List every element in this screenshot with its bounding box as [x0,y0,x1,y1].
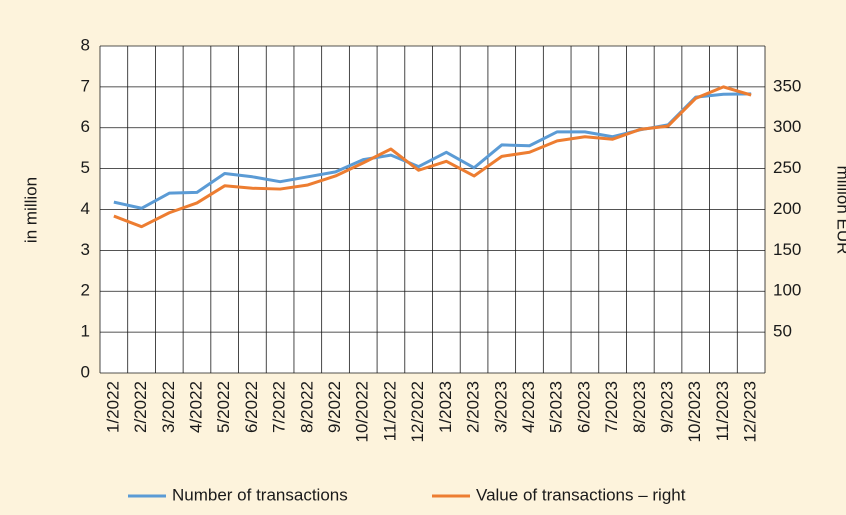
x-tick-label: 5/2022 [214,381,233,433]
x-tick-label: 3/2022 [159,381,178,433]
y-tick-label: 6 [81,117,90,136]
y-tick-label: 4 [81,199,90,218]
series-line [113,85,752,229]
y2-tick-label: 250 [773,158,801,177]
y2-tick-label: 100 [773,281,801,300]
x-tick-label: 5/2023 [547,381,566,433]
x-tick-label: 11/2022 [380,381,399,441]
y2-tick-label: 300 [773,117,801,136]
x-tick-label: 4/2022 [186,381,205,433]
x-tick-label: 11/2023 [713,381,732,441]
x-tick-label: 1/2023 [436,381,455,433]
x-tick-label: 2/2023 [464,381,483,433]
y2-tick-label: 200 [773,199,801,218]
x-tick-label: 6/2023 [574,381,593,433]
x-tick-label: 9/2023 [658,381,677,433]
x-tick-label: 1/2022 [103,381,122,433]
x-tick-label: 6/2022 [242,381,261,433]
x-tick-label: 10/2022 [353,381,372,442]
x-tick-label: 12/2023 [741,381,760,442]
y2-tick-label: 50 [773,322,792,341]
y-tick-label: 8 [81,35,90,54]
y2-tick-label: 150 [773,240,801,259]
y-tick-label: 7 [81,76,90,95]
x-tick-label: 3/2023 [491,381,510,433]
x-tick-label: 8/2023 [630,381,649,433]
y-tick-label: 5 [81,158,90,177]
y2-tick-label: 350 [773,76,801,95]
x-tick-label: 10/2023 [685,381,704,442]
y-axis-label: in million [21,177,40,243]
x-tick-label: 7/2023 [602,381,621,433]
x-tick-label: 12/2022 [408,381,427,442]
x-tick-label: 9/2022 [325,381,344,433]
legend-label: Number of transactions [172,485,348,504]
y-tick-label: 1 [81,322,90,341]
y-tick-label: 2 [81,281,90,300]
x-tick-label: 4/2023 [519,381,538,433]
x-tick-label: 2/2022 [131,381,150,433]
y-tick-label: 0 [81,362,90,381]
x-tick-label: 8/2022 [297,381,316,433]
y-tick-label: 3 [81,240,90,259]
x-tick-label: 7/2022 [270,381,289,433]
legend-label: Value of transactions – right [476,485,686,504]
y2-axis-label: million EUR [834,166,846,255]
